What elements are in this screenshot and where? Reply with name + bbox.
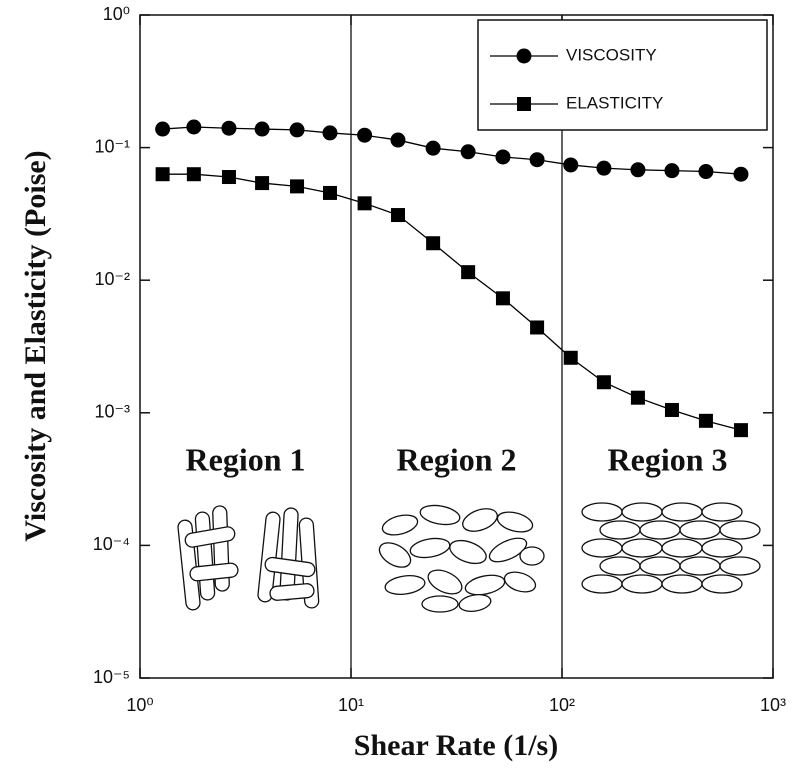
data-point <box>155 167 170 182</box>
legend-label: VISCOSITY <box>566 45 657 64</box>
data-point <box>155 121 171 137</box>
data-point <box>495 149 511 165</box>
data-point <box>733 166 749 182</box>
data-point <box>425 140 441 156</box>
x-tick-label: 10³ <box>760 695 786 715</box>
series-line <box>162 126 742 175</box>
series-line <box>162 173 742 431</box>
data-point <box>426 236 441 251</box>
particle <box>701 538 743 558</box>
particle <box>639 520 681 540</box>
particle <box>639 556 681 576</box>
region-label: Region 2 <box>397 441 517 477</box>
data-point <box>733 423 748 438</box>
data-point <box>186 119 202 135</box>
data-point <box>255 176 270 191</box>
particle <box>661 502 703 522</box>
data-point <box>357 196 372 211</box>
legend-box <box>477 19 768 131</box>
legend-marker <box>516 48 532 64</box>
data-point <box>596 375 611 390</box>
data-point <box>529 152 545 168</box>
legend-label: ELASTICITY <box>566 93 663 112</box>
data-point <box>461 265 476 280</box>
data-point <box>390 208 405 223</box>
particle <box>719 556 761 576</box>
data-point <box>698 413 713 428</box>
data-point <box>630 390 645 405</box>
y-tick-label: 10⁻⁴ <box>93 534 130 554</box>
data-point <box>322 125 338 141</box>
region-2-sketch <box>378 504 545 613</box>
particle <box>621 538 663 558</box>
region-1-sketch <box>177 505 320 611</box>
particle <box>701 574 743 594</box>
data-point <box>530 320 545 335</box>
region-3-sketch <box>581 502 761 594</box>
data-point <box>221 170 236 185</box>
data-point <box>596 160 612 176</box>
particle <box>621 574 663 594</box>
x-axis-label: Shear Rate (1/s) <box>354 729 558 762</box>
y-tick-label: 10⁻¹ <box>94 136 130 156</box>
particle <box>719 520 761 540</box>
particle <box>661 574 703 594</box>
y-tick-label: 10⁻² <box>94 269 130 289</box>
legend-marker <box>517 97 531 111</box>
x-tick-label: 10⁰ <box>126 695 153 715</box>
region-label: Region 1 <box>186 441 306 477</box>
data-point <box>563 157 579 173</box>
data-point <box>698 164 714 180</box>
y-tick-label: 10⁻³ <box>94 402 130 422</box>
data-point <box>221 120 237 136</box>
data-point <box>563 350 578 365</box>
data-point <box>664 163 680 179</box>
data-point <box>186 167 201 182</box>
data-point <box>495 291 510 306</box>
data-point <box>254 121 270 137</box>
particle <box>581 502 623 522</box>
particle <box>679 556 721 576</box>
region-label: Region 3 <box>608 441 728 477</box>
data-point <box>664 402 679 417</box>
y-axis-label: Viscosity and Elasticity (Poise) <box>19 150 52 541</box>
y-tick-label: 10⁰ <box>103 4 130 24</box>
particle <box>581 574 623 594</box>
data-point <box>289 122 305 138</box>
y-tick-label: 10⁻⁵ <box>93 667 130 687</box>
data-point <box>357 127 373 143</box>
particle <box>661 538 703 558</box>
data-point <box>460 144 476 160</box>
particle <box>679 520 721 540</box>
particle <box>599 556 641 576</box>
x-tick-label: 10¹ <box>338 695 364 715</box>
x-tick-label: 10² <box>549 695 575 715</box>
plot-frame <box>139 14 774 679</box>
particle <box>581 538 623 558</box>
data-point <box>322 185 337 200</box>
particle <box>701 502 743 522</box>
particle <box>621 502 663 522</box>
particle <box>599 520 641 540</box>
data-point <box>290 179 305 194</box>
data-point <box>630 162 646 178</box>
data-point <box>390 132 406 148</box>
